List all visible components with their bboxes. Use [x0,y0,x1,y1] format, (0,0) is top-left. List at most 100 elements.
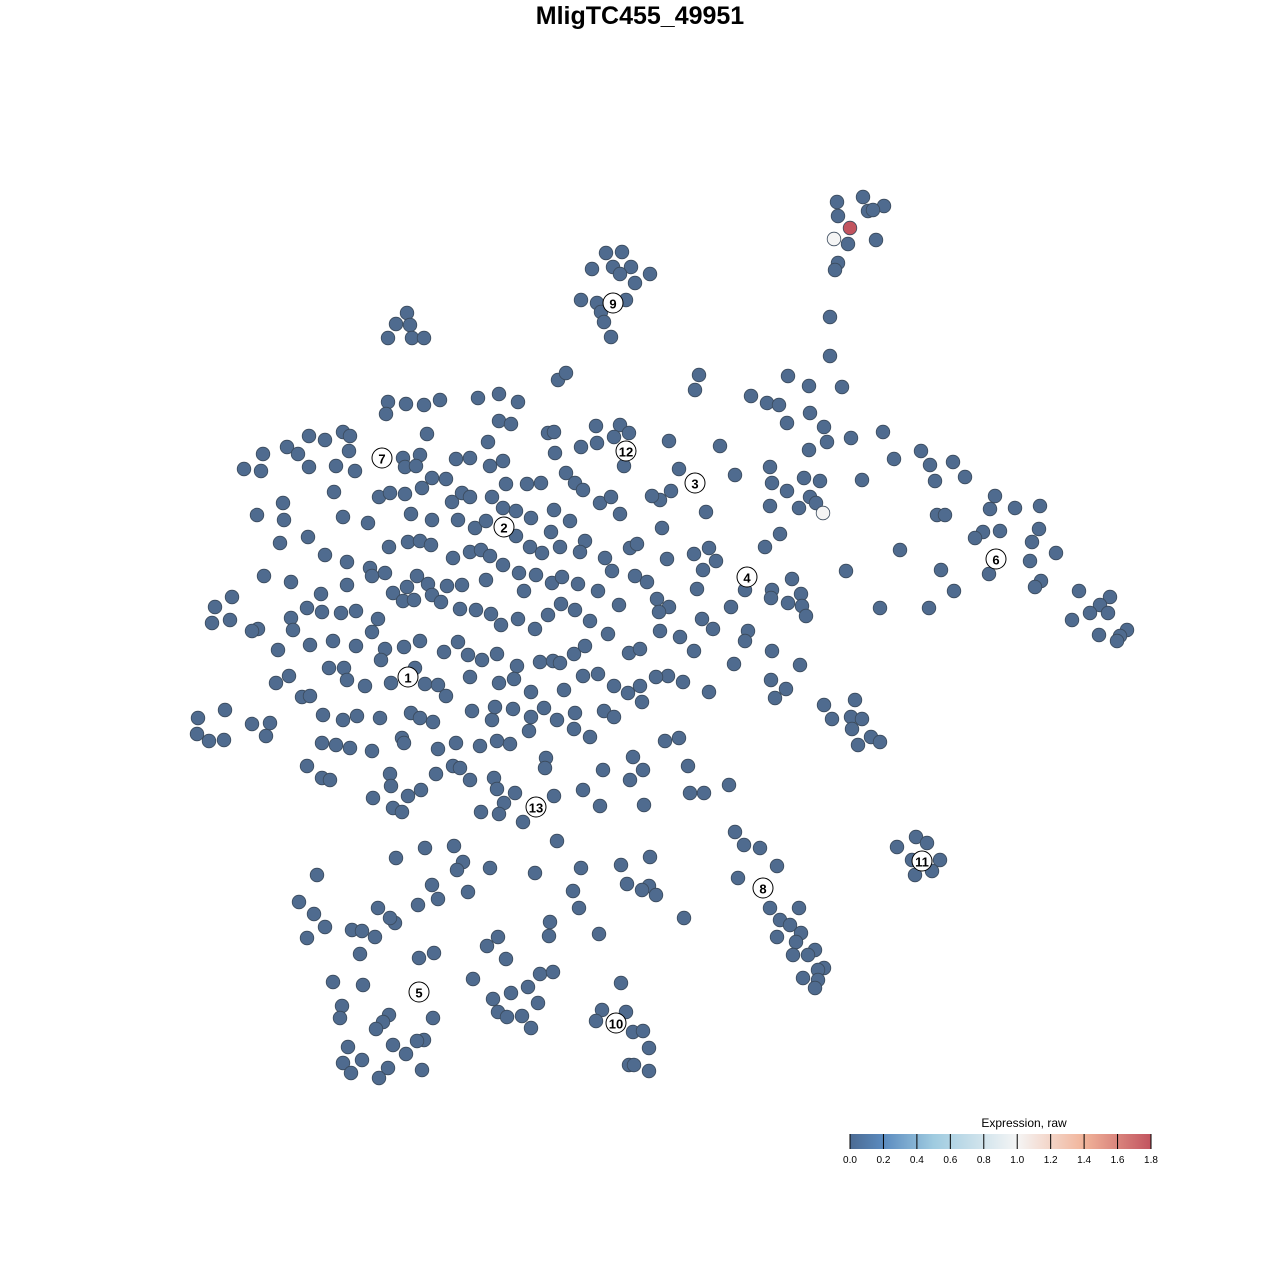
data-point [842,220,858,236]
data-point [380,394,396,410]
data-point [487,699,503,715]
data-point [622,772,638,788]
data-point [659,551,675,567]
data-point [430,891,446,907]
data-point [216,732,232,748]
data-point [430,741,446,757]
data-point [439,578,455,594]
data-point [537,760,553,776]
data-point [339,672,355,688]
data-point [253,463,269,479]
data-point [340,1039,356,1055]
data-point [772,526,788,542]
data-point [801,378,817,394]
data-point [370,900,386,916]
data-point [611,597,627,613]
cluster-label: 7 [371,447,393,469]
data-point [412,710,428,726]
data-point [430,677,446,693]
data-point [612,417,628,433]
data-point [514,1008,530,1024]
data-point [834,379,850,395]
data-point [406,592,422,608]
cluster-label-badge [605,1012,627,1034]
data-point [262,715,278,731]
data-point [336,660,352,676]
data-point [258,728,274,744]
data-point [485,991,501,1007]
data-point [270,642,286,658]
cluster-label: 12 [615,440,637,462]
cluster-label-badge [602,292,624,314]
data-point [778,681,794,697]
data-point [566,646,582,662]
data-point [414,480,430,496]
data-point [632,641,648,657]
data-point [424,877,440,893]
data-point [589,435,605,451]
cluster-label-text: 4 [743,571,751,586]
data-point [627,275,643,291]
data-point [621,425,637,441]
colorbar-tick-label: 1.0 [1010,1155,1024,1166]
data-point [385,1037,401,1053]
data-point [397,486,413,502]
data-point [452,760,468,776]
data-point [543,524,559,540]
data-point [779,483,795,499]
data-point [1102,589,1118,605]
data-point [417,840,433,856]
data-point [355,977,371,993]
data-point [919,835,935,851]
data-point [562,513,578,529]
data-point [275,495,291,511]
data-point [348,638,364,654]
data-point [829,194,845,210]
data-point [419,426,435,442]
cluster-label-badge [911,850,933,872]
data-point [268,675,284,691]
data-point [981,566,997,582]
data-point [686,546,702,562]
data-point [796,470,812,486]
data-point [432,392,448,408]
data-point [566,721,582,737]
data-point [317,919,333,935]
data-point [382,766,398,782]
data-point [482,860,498,876]
data-point [279,439,295,455]
data-point [462,489,478,505]
data-point [780,368,796,384]
data-point [417,676,433,692]
data-point [339,554,355,570]
cluster-label-text: 1 [404,671,411,686]
data-point [644,488,660,504]
data-point [484,489,500,505]
colorbar-gradient [850,1134,1151,1149]
data-point [416,330,432,346]
data-point [502,736,518,752]
data-point [816,697,832,713]
data-point [452,601,468,617]
data-point [503,985,519,1001]
data-point [349,708,365,724]
data-point [468,602,484,618]
data-point [865,202,881,218]
data-point [546,788,562,804]
data-point [762,498,778,514]
data-point [479,938,495,954]
data-point [300,529,316,545]
data-point [671,730,687,746]
data-point [503,416,519,432]
data-point [937,507,953,523]
data-point [573,860,589,876]
data-point [727,467,743,483]
data-point [315,707,331,723]
data-point [736,837,752,853]
data-point [558,365,574,381]
data-point [302,637,318,653]
data-point [612,506,628,522]
data-point [922,457,938,473]
data-point [800,947,816,963]
